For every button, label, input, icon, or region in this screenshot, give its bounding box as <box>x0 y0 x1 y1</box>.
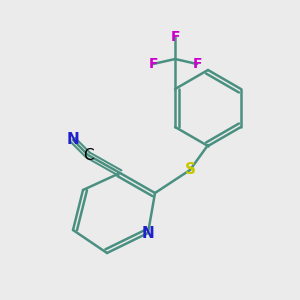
Text: C: C <box>83 148 93 163</box>
Text: N: N <box>142 226 154 241</box>
Text: F: F <box>170 30 180 44</box>
Text: N: N <box>67 133 80 148</box>
Text: S: S <box>184 163 196 178</box>
Text: F: F <box>148 57 158 71</box>
Text: F: F <box>192 57 202 71</box>
